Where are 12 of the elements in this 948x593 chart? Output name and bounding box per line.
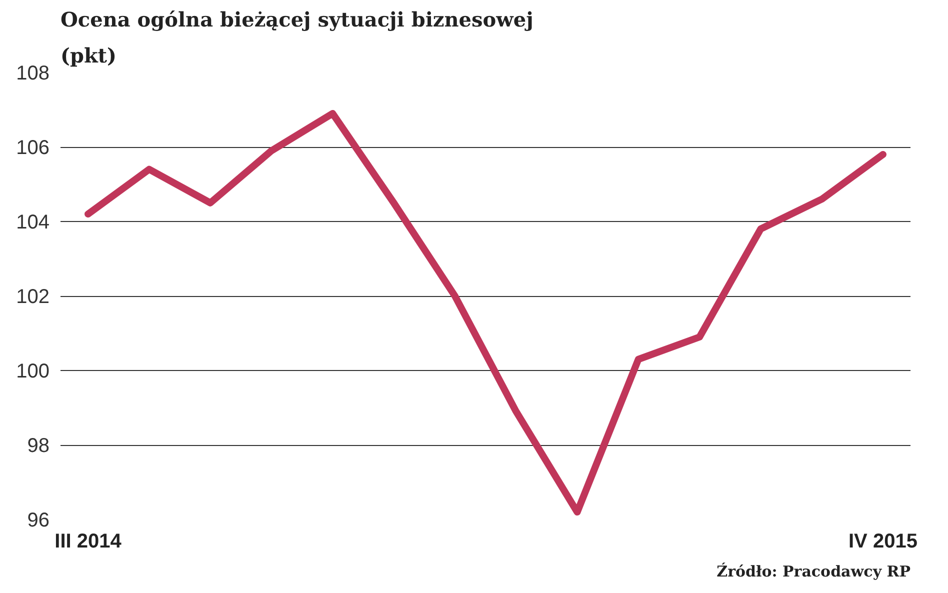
x-tick-label: IV 2015 [848, 530, 918, 552]
y-tick-label: 102 [16, 286, 50, 308]
y-tick-label: 96 [27, 510, 50, 532]
y-tick-label: 106 [16, 137, 50, 159]
y-tick-label: 104 [16, 212, 50, 234]
x-tick-label: III 2014 [54, 530, 122, 552]
y-tick-label: 98 [27, 435, 50, 457]
chart-title: Ocena ogólna bieżącej sytuacji biznesowej [60, 8, 534, 32]
y-tick-label: 108 [16, 62, 50, 84]
y-tick-label: 100 [16, 360, 50, 382]
chart-subtitle: (pkt) [60, 44, 117, 68]
text: Źródło: Pracodawcy RP [716, 562, 910, 580]
